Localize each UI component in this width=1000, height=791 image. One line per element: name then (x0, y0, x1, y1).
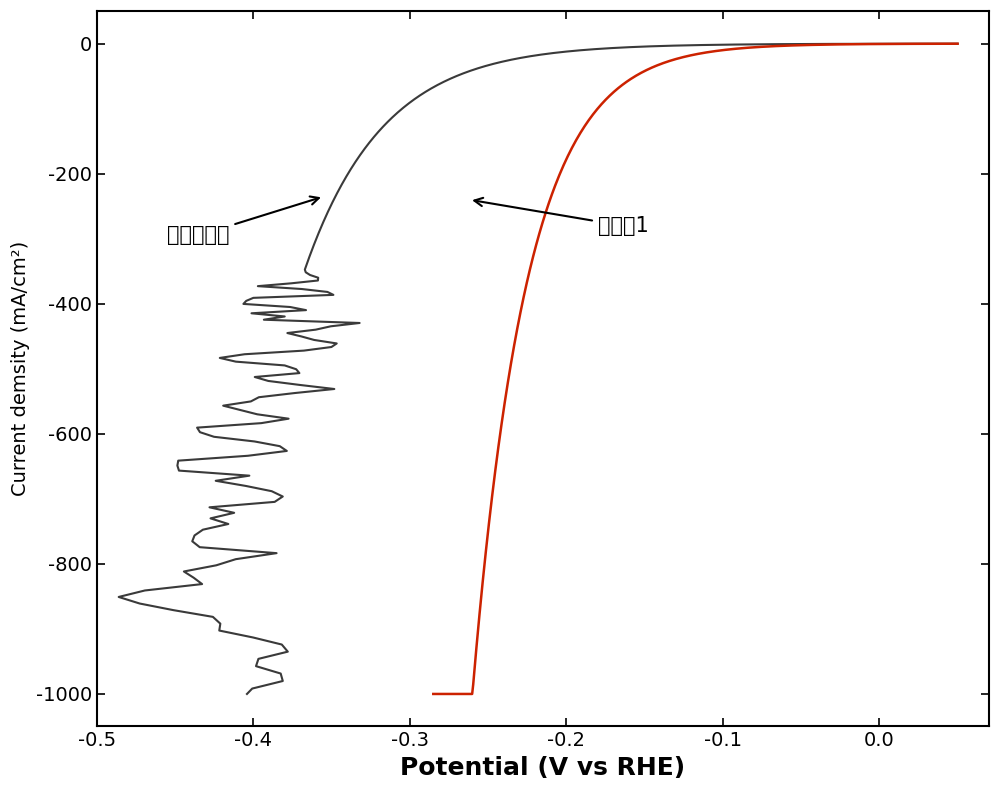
Text: 实施例1: 实施例1 (474, 198, 648, 236)
X-axis label: Potential (V vs RHE): Potential (V vs RHE) (400, 756, 685, 780)
Text: 雷尼镖电极: 雷尼镖电极 (167, 196, 319, 245)
Y-axis label: Current demsity (mA/cm²): Current demsity (mA/cm²) (11, 241, 30, 497)
